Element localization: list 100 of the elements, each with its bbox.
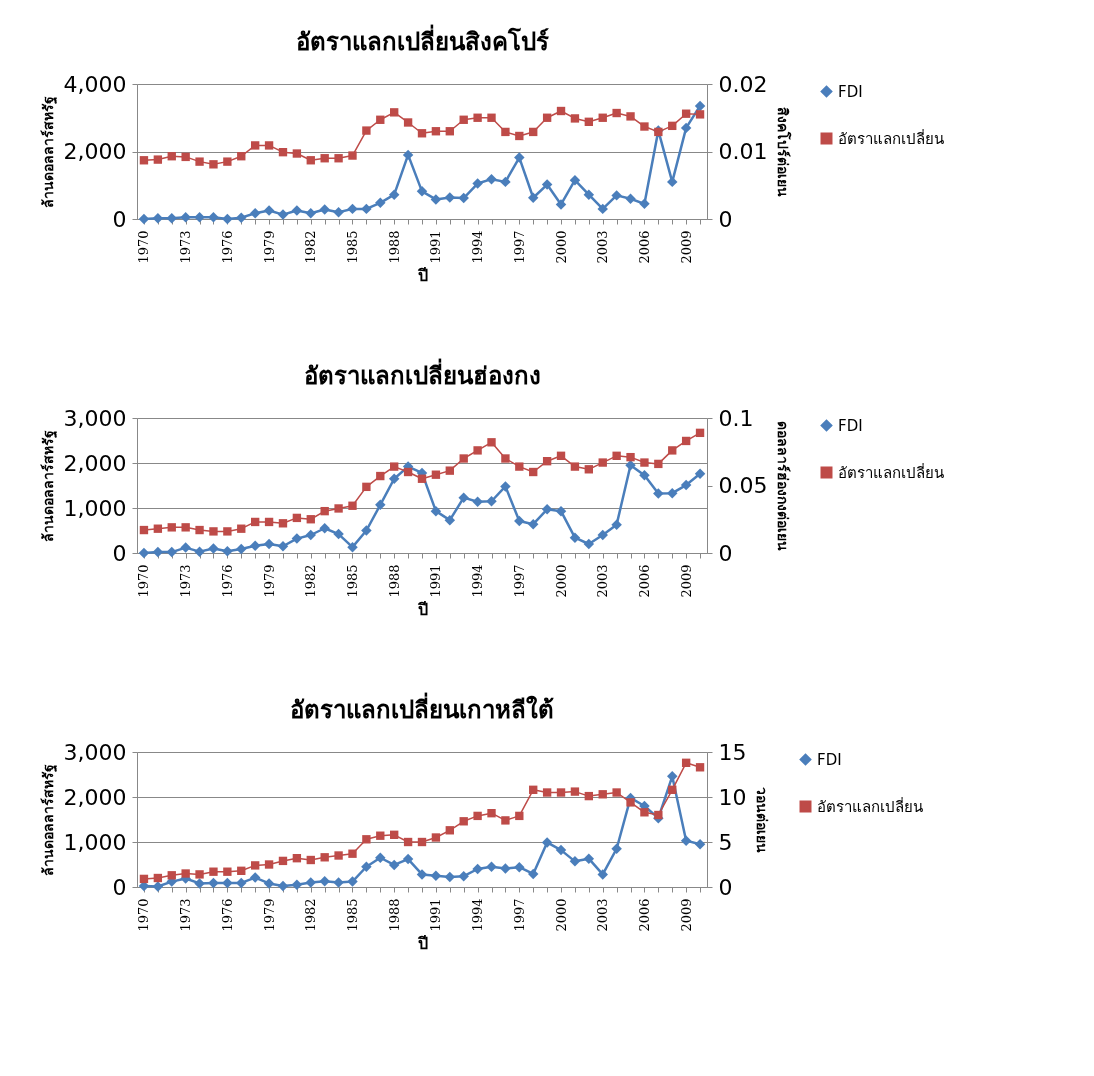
x-tick-label: 1979 [261, 230, 277, 264]
point [695, 763, 705, 772]
point [375, 499, 386, 511]
point [263, 205, 275, 216]
point [348, 849, 357, 858]
point [626, 452, 635, 462]
y2-tick-label: 15 [718, 739, 747, 765]
point [388, 473, 400, 484]
point [305, 877, 317, 888]
x-tick-label: 1985 [344, 564, 360, 598]
y-tick-label: 1,000 [63, 829, 127, 855]
point [390, 108, 399, 117]
point [598, 790, 607, 799]
point [347, 876, 358, 887]
point [375, 197, 386, 209]
point [570, 787, 580, 796]
y2-tick-label: 10 [718, 784, 747, 810]
point [570, 462, 580, 471]
point [194, 212, 205, 223]
point [459, 454, 468, 463]
point [653, 488, 664, 499]
point [555, 199, 567, 210]
point [694, 100, 706, 112]
y-tick-label: 2,000 [63, 784, 127, 810]
point [583, 189, 595, 200]
x-tick-label: 1988 [386, 564, 402, 598]
point [194, 878, 205, 889]
y2-axis-title: สิงคโปร์ต่อเยน [775, 107, 793, 197]
point [403, 837, 413, 847]
point [333, 207, 344, 218]
point [180, 542, 191, 553]
point [362, 482, 371, 492]
point [569, 174, 581, 186]
point [153, 873, 163, 883]
x-tick-label: 2000 [553, 564, 569, 598]
x-tick-label: 2003 [595, 898, 611, 932]
x-tick-label: 1979 [261, 564, 277, 598]
point [626, 798, 635, 807]
point [222, 877, 233, 889]
y2-tick-label: 0.1 [718, 405, 754, 431]
legend-label: FDI [817, 750, 842, 769]
point [598, 113, 607, 122]
y2-tick-label: 0.02 [718, 71, 768, 97]
point [514, 152, 525, 163]
point [556, 788, 566, 797]
point [611, 519, 622, 530]
point [445, 466, 454, 475]
point [334, 504, 343, 513]
point [291, 533, 303, 544]
x-tick-label: 1973 [178, 898, 194, 932]
y2-tick-label: 5 [718, 829, 733, 855]
point [390, 830, 399, 839]
point [320, 154, 329, 163]
x-axis-title: ปี [416, 599, 428, 619]
point [306, 515, 315, 524]
point [139, 874, 149, 884]
point [375, 852, 386, 863]
point [612, 108, 621, 118]
point [376, 831, 385, 840]
point [487, 809, 496, 818]
point [416, 869, 428, 880]
point [612, 451, 621, 460]
point [195, 870, 204, 879]
point [597, 869, 608, 880]
point [167, 152, 176, 161]
x-tick-label: 1985 [344, 898, 360, 932]
point [306, 156, 315, 165]
x-tick-label: 1970 [136, 564, 152, 598]
point [195, 525, 204, 535]
point [639, 198, 650, 210]
legend-label: FDI [838, 416, 863, 435]
point [195, 157, 204, 166]
point [583, 538, 595, 550]
point [236, 543, 247, 555]
x-tick-label: 1997 [511, 230, 527, 264]
point [402, 853, 414, 865]
x-tick-label: 1979 [261, 898, 277, 932]
point [514, 861, 525, 873]
point [333, 528, 344, 540]
point [320, 853, 329, 862]
point [278, 856, 288, 866]
point [167, 523, 176, 532]
point [611, 190, 622, 201]
point [237, 866, 246, 875]
point [527, 868, 539, 880]
point [625, 460, 636, 471]
point [236, 212, 247, 223]
point [249, 872, 261, 883]
point [291, 879, 303, 890]
point [583, 853, 595, 864]
legend-label: FDI [838, 82, 863, 101]
point [292, 513, 302, 523]
y-tick-label: 2,000 [63, 450, 127, 476]
x-tick-label: 1997 [511, 898, 527, 932]
point [223, 527, 232, 536]
x-tick-label: 1976 [219, 564, 235, 598]
point [486, 861, 497, 872]
point [208, 543, 219, 554]
point [445, 826, 454, 835]
y-tick-label: 3,000 [63, 739, 127, 765]
